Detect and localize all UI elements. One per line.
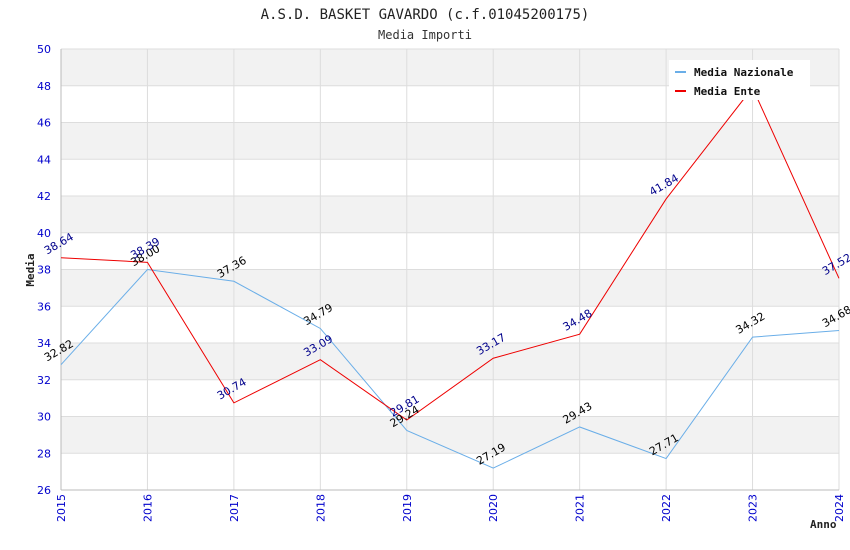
series-line-media-ente — [60, 86, 840, 421]
legend-label: Media Nazionale — [694, 66, 794, 79]
legend-box — [669, 60, 810, 100]
chart-subtitle: Media Importi — [378, 28, 472, 42]
series-line-media-nazionale — [60, 268, 840, 469]
y-tick-label: 44 — [37, 153, 51, 166]
y-tick-label: 38 — [37, 264, 51, 277]
y-axis-label: Media — [24, 253, 37, 286]
x-tick-label: 2017 — [228, 494, 241, 522]
y-axis-ticks: 26 28 30 32 34 36 38 40 42 44 46 48 50 — [37, 43, 51, 497]
legend-label: Media Ente — [694, 85, 761, 98]
y-tick-label: 32 — [37, 374, 51, 387]
y-tick-label: 26 — [37, 484, 51, 497]
x-tick-label: 2022 — [660, 494, 673, 522]
grid-band — [61, 269, 839, 307]
data-label: 41.84 — [647, 172, 681, 199]
grid-band — [61, 343, 839, 380]
x-tick-label: 2019 — [401, 494, 414, 522]
grid-band — [61, 416, 839, 454]
y-tick-label: 34 — [37, 337, 51, 350]
plot-background — [61, 49, 839, 454]
x-axis-ticks: 2015 2016 2017 2018 2019 2020 2021 2022 2023 2024 — [55, 494, 846, 522]
data-label: 34.32 — [734, 310, 768, 337]
y-tick-label: 48 — [37, 80, 51, 93]
x-tick-label: 2015 — [55, 494, 68, 522]
legend: Media Nazionale Media Ente — [669, 60, 810, 100]
grid-band — [61, 196, 839, 233]
x-tick-label: 2020 — [487, 494, 500, 522]
y-tick-label: 46 — [37, 117, 51, 130]
y-tick-label: 30 — [37, 411, 51, 424]
x-tick-label: 2016 — [141, 494, 154, 522]
x-axis-label: Anno — [810, 518, 837, 531]
x-tick-label: 2021 — [574, 494, 587, 522]
x-tick-label: 2023 — [747, 494, 760, 522]
series-lines — [60, 86, 840, 469]
y-tick-label: 36 — [37, 300, 51, 313]
chart-title: A.S.D. BASKET GAVARDO (c.f.01045200175) — [261, 7, 590, 23]
y-tick-label: 42 — [37, 190, 51, 203]
y-tick-label: 50 — [37, 43, 51, 56]
y-tick-label: 28 — [37, 447, 51, 460]
data-label: 34.68 — [820, 303, 850, 330]
grid-band — [61, 122, 839, 160]
y-tick-label: 40 — [37, 227, 51, 240]
x-tick-label: 2018 — [314, 494, 327, 522]
data-label: 34.48 — [561, 307, 595, 334]
x-tick-label: 2024 — [833, 494, 846, 522]
